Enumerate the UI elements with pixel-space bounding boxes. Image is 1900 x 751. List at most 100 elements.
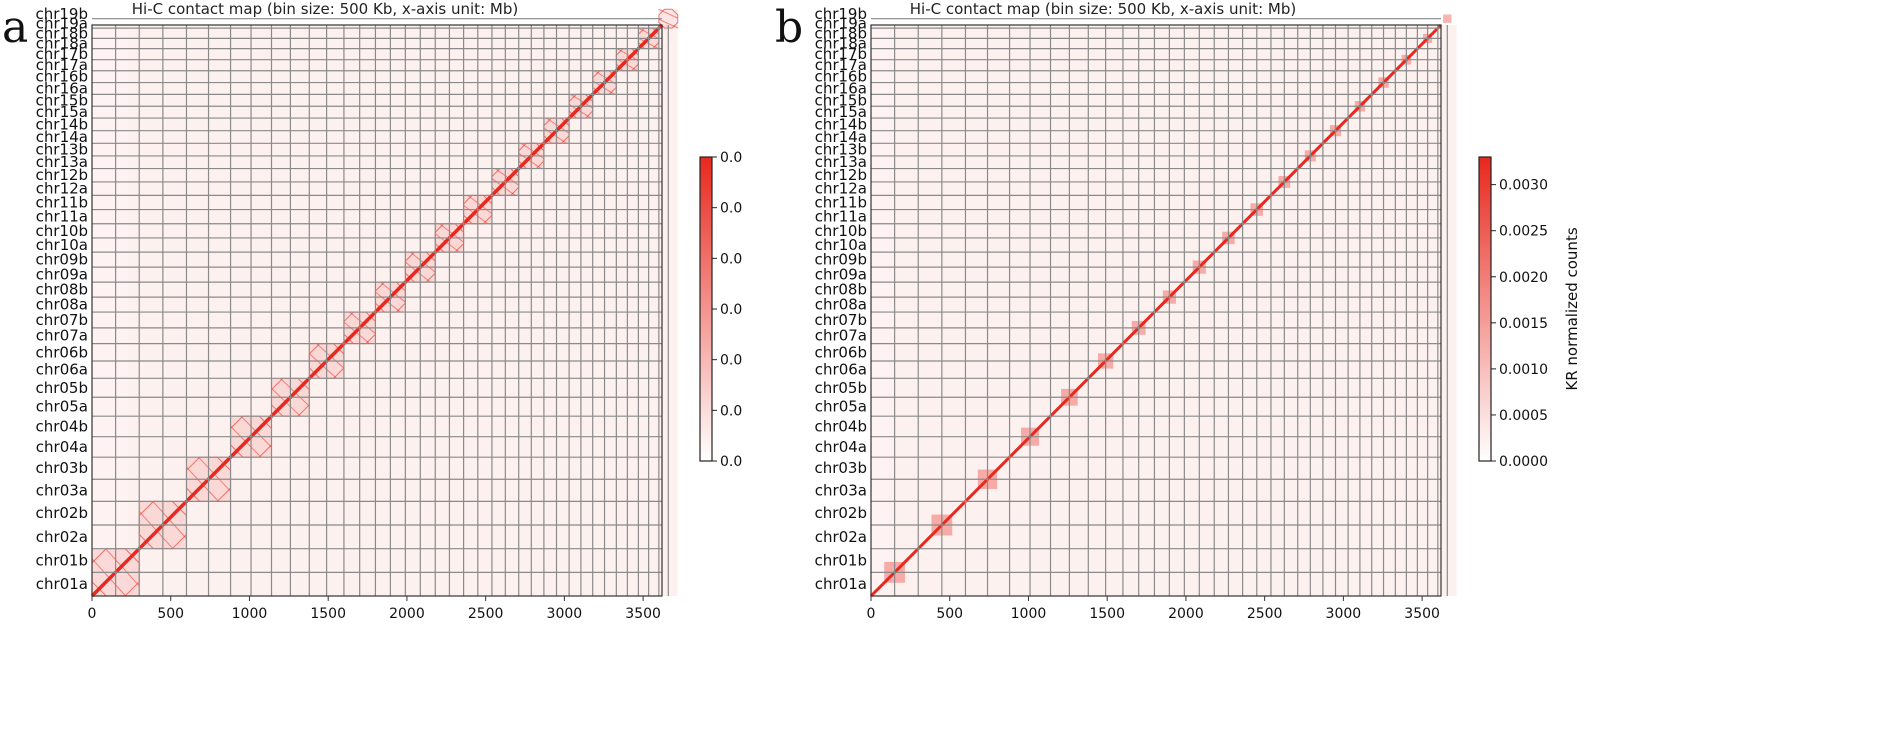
- block-edge-line: [375, 291, 401, 313]
- x-tick-label: 2500: [1247, 606, 1283, 622]
- y-tick-label: chr03b: [814, 459, 867, 477]
- y-tick-label: chr04a: [815, 438, 867, 456]
- block-edge-line: [463, 204, 489, 225]
- y-tick-label: chr10a: [815, 236, 867, 254]
- y-tick-label: chr08a: [815, 296, 867, 314]
- y-tick-label: chr07b: [35, 311, 88, 329]
- y-tick-label: chr12b: [35, 166, 88, 184]
- y-tick-label: chr02a: [815, 528, 867, 546]
- x-tick-label: 3500: [1404, 606, 1440, 622]
- colorbar: 0.0000 0.0005 0.0010 0.0015 0.0020 0.0025 0.00…: [1478, 156, 1581, 470]
- x-tick-label: 2000: [1168, 606, 1204, 622]
- colorbar-tick-label: 0.0015: [1499, 316, 1548, 332]
- x-tick-label: 2000: [389, 606, 425, 622]
- y-tick-label: chr13a: [815, 153, 867, 171]
- y-tick-label: chr12a: [815, 180, 867, 198]
- y-tick-label: chr11b: [35, 193, 88, 211]
- x-axis: 0 500 1000 1500 2000 2500 3000 3500: [88, 596, 661, 622]
- y-tick-label: chr18a: [815, 35, 867, 53]
- colorbar: 0.0 0.0 0.0 0.0 0.0 0.0 0.0: [699, 150, 742, 470]
- y-tick-label: chr15b: [814, 91, 867, 109]
- chromosome-block: [1443, 14, 1452, 23]
- y-tick-label: chr06b: [814, 343, 867, 361]
- y-tick-label: chr14b: [814, 115, 867, 133]
- y-tick-label: chr18a: [36, 35, 88, 53]
- x-tick-label: 3000: [547, 606, 583, 622]
- y-tick-label: chr02a: [36, 528, 88, 546]
- x-tick-label: 1500: [310, 606, 346, 622]
- colorbar-tick-label: 0.0: [720, 454, 742, 470]
- colorbar-tick-label: 0.0000: [1499, 454, 1548, 470]
- colorbar-tick-label: 0.0: [720, 353, 742, 369]
- x-axis: 0 500 1000 1500 2000 2500 3000 3500: [867, 596, 1440, 622]
- block-edge-line: [434, 233, 460, 253]
- panel-b: b Hi-C contact map (bin size: 500 Kb, x-a…: [775, 0, 1581, 622]
- y-tick-label: chr03b: [35, 459, 88, 477]
- y-tick-label: chr02b: [814, 504, 867, 522]
- y-tick-label: chr19a: [815, 14, 867, 32]
- y-tick-label: chr01a: [36, 575, 88, 593]
- y-tick-label: chr03a: [36, 481, 88, 499]
- y-tick-label: chr16b: [35, 68, 88, 86]
- chromosome-grid: [871, 18, 1448, 596]
- y-tick-label: chr12a: [36, 180, 88, 198]
- y-tick-label: chr18b: [814, 24, 867, 42]
- y-tick-label: chr03a: [815, 481, 867, 499]
- colorbar-tick-label: 0.0025: [1499, 224, 1548, 240]
- panel-label: a: [2, 2, 28, 53]
- background-contacts: [871, 25, 1457, 596]
- y-tick-label: chr10a: [36, 236, 88, 254]
- y-tick-label: chr13b: [814, 141, 867, 159]
- y-tick-label: chr09b: [814, 251, 867, 269]
- y-tick-label: chr13b: [35, 141, 88, 159]
- chart-title: Hi-C contact map (bin size: 500 Kb, x-ax…: [132, 0, 518, 18]
- y-tick-label: chr17a: [815, 56, 867, 74]
- y-tick-labels: chr01a chr01b chr02a chr02b chr03a chr03b chr0…: [814, 5, 867, 593]
- y-tick-label: chr06b: [35, 343, 88, 361]
- y-tick-label: chr09b: [35, 251, 88, 269]
- y-tick-label: chr11a: [815, 208, 867, 226]
- y-tick-label: chr08b: [814, 281, 867, 299]
- y-tick-label: chr16a: [36, 79, 88, 97]
- y-tick-label: chr10b: [35, 222, 88, 240]
- y-tick-label: chr12b: [814, 166, 867, 184]
- plot-frame: [91, 24, 663, 597]
- y-tick-label: chr15a: [815, 103, 867, 121]
- y-tick-label: chr05a: [36, 398, 88, 416]
- colorbar-tick-label: 0.0005: [1499, 408, 1548, 424]
- colorbar-tick-label: 0.0: [720, 150, 742, 166]
- y-tick-label: chr14a: [815, 128, 867, 146]
- panel-label: b: [775, 2, 803, 53]
- y-tick-label: chr01b: [35, 552, 88, 570]
- x-tick-label: 1000: [1011, 606, 1047, 622]
- y-tick-label: chr10b: [814, 222, 867, 240]
- block-edge-line: [380, 281, 406, 303]
- colorbar-tick-label: 0.0030: [1499, 178, 1548, 194]
- colorbar-tick-label: 0.0: [720, 201, 742, 217]
- x-tick-label: 3000: [1326, 606, 1362, 622]
- chromosome-block: [658, 9, 678, 29]
- y-tick-label: chr04b: [35, 417, 88, 435]
- y-tick-label: chr01b: [814, 552, 867, 570]
- y-tick-label: chr11a: [36, 208, 88, 226]
- y-tick-label: chr19a: [36, 14, 88, 32]
- colorbar-tick-label: 0.0: [720, 403, 742, 419]
- y-tick-label: chr08b: [35, 281, 88, 299]
- y-tick-label: chr15b: [35, 91, 88, 109]
- x-tick-label: 2500: [468, 606, 504, 622]
- block-edge-line: [658, 18, 679, 29]
- y-tick-label: chr06a: [815, 361, 867, 379]
- y-tick-label: chr04b: [814, 417, 867, 435]
- y-tick-label: chr08a: [36, 296, 88, 314]
- colorbar-gradient: [699, 156, 713, 462]
- y-tick-label: chr02b: [35, 504, 88, 522]
- y-tick-label: chr09a: [36, 266, 88, 284]
- block-edge-line: [409, 251, 436, 273]
- y-tick-label: chr17b: [35, 45, 88, 63]
- block-edge-line: [405, 261, 431, 283]
- y-tick-label: chr13a: [36, 153, 88, 171]
- y-tick-label: chr16b: [814, 68, 867, 86]
- chart-title: Hi-C contact map (bin size: 500 Kb, x-ax…: [910, 0, 1296, 18]
- x-tick-label: 500: [157, 606, 184, 622]
- x-tick-label: 3500: [625, 606, 661, 622]
